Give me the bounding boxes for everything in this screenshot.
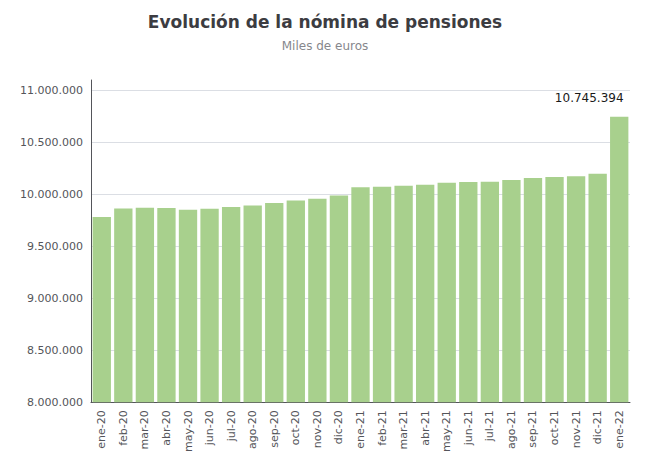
svg-text:ago-21: ago-21 (505, 410, 518, 449)
svg-text:8.000.000: 8.000.000 (27, 396, 83, 409)
svg-text:10.000.000: 10.000.000 (20, 188, 83, 201)
svg-text:abr-20: abr-20 (160, 410, 173, 446)
svg-text:ene-21: ene-21 (354, 410, 367, 448)
svg-text:9.000.000: 9.000.000 (27, 292, 83, 305)
svg-text:8.500.000: 8.500.000 (27, 344, 83, 357)
svg-text:may-20: may-20 (182, 410, 195, 452)
svg-text:dic-21: dic-21 (591, 410, 604, 444)
svg-text:10.745.394: 10.745.394 (555, 91, 624, 105)
svg-text:abr-21: abr-21 (419, 410, 432, 446)
svg-text:mar-21: mar-21 (397, 410, 410, 449)
svg-text:10.500.000: 10.500.000 (20, 136, 83, 149)
svg-text:9.500.000: 9.500.000 (27, 240, 83, 253)
svg-text:feb-21: feb-21 (376, 410, 389, 446)
svg-text:ago-20: ago-20 (246, 410, 259, 449)
svg-text:jun-21: jun-21 (462, 410, 475, 446)
svg-text:feb-20: feb-20 (117, 410, 130, 446)
svg-text:ene-20: ene-20 (95, 410, 108, 448)
svg-text:nov-21: nov-21 (570, 410, 583, 448)
svg-text:oct-20: oct-20 (289, 410, 302, 445)
svg-text:sep-21: sep-21 (526, 410, 539, 447)
svg-text:jul-20: jul-20 (225, 410, 238, 442)
svg-text:nov-20: nov-20 (311, 410, 324, 448)
svg-text:Evolución de la nómina de pens: Evolución de la nómina de pensiones (148, 12, 502, 32)
svg-text:oct-21: oct-21 (548, 410, 561, 445)
svg-text:jun-20: jun-20 (203, 410, 216, 446)
svg-text:sep-20: sep-20 (268, 410, 281, 447)
svg-text:ene-22: ene-22 (613, 410, 626, 448)
svg-text:jul-21: jul-21 (483, 410, 496, 442)
svg-text:mar-20: mar-20 (138, 410, 151, 449)
svg-text:may-21: may-21 (440, 410, 453, 452)
svg-text:11.000.000: 11.000.000 (20, 84, 83, 97)
svg-text:Miles de euros: Miles de euros (282, 39, 369, 53)
svg-text:dic-20: dic-20 (332, 410, 345, 444)
